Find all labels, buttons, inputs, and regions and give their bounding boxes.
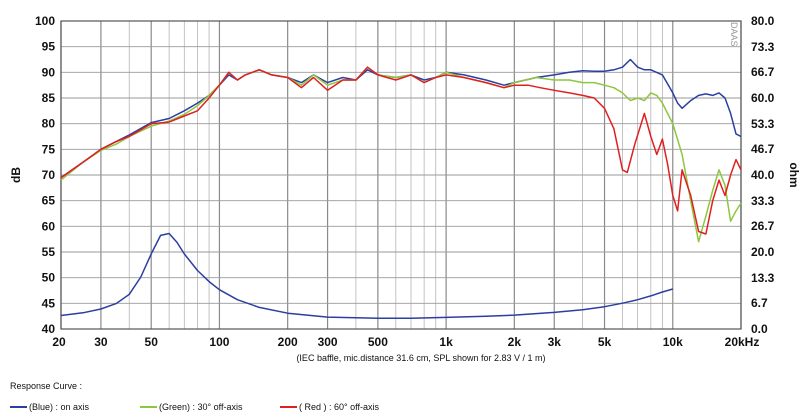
x-tick-label: 3k xyxy=(548,335,562,349)
legend-item-red: ( Red ) : 60° off-axis xyxy=(280,402,379,412)
y-tick-label-left: 45 xyxy=(42,296,56,310)
series-line-impedance xyxy=(60,232,674,319)
y-tick-label-left: 95 xyxy=(42,40,56,54)
x-tick-label: 2k xyxy=(508,335,522,349)
x-tick-label: 500 xyxy=(368,335,388,349)
y-tick-label-left: 40 xyxy=(42,322,56,336)
y-tick-label-right: 26.7 xyxy=(751,219,775,233)
x-tick-label: 100 xyxy=(209,335,229,349)
legend-title: Response Curve : xyxy=(10,381,83,391)
y-tick-label-left: 55 xyxy=(42,245,56,259)
frequency-response-chart: 100 95 90 85 80 75 70 65 60 55 50 45 40 80.0 73.3 66.7 6… xyxy=(9,14,800,363)
y-axis-label-left: dB xyxy=(9,167,23,183)
legend-label-blue: (Blue) : on axis xyxy=(29,402,90,412)
y-tick-label-right: 60.0 xyxy=(751,91,775,105)
x-tick-label: 5k xyxy=(598,335,612,349)
y-tick-label-left: 60 xyxy=(42,219,56,233)
legend-swatch-blue xyxy=(10,406,27,408)
y-tick-label-right: 6.7 xyxy=(751,296,768,310)
x-tick-label: 300 xyxy=(318,335,338,349)
x-tick-label: 50 xyxy=(145,335,159,349)
chart-caption: (IEC baffle, mic.distance 31.6 cm, SPL s… xyxy=(296,353,545,363)
legend-swatch-red xyxy=(280,406,297,408)
y-tick-label-left: 65 xyxy=(42,194,56,208)
legend-swatch-green xyxy=(140,406,157,408)
y-tick-label-right: 0.0 xyxy=(751,322,768,336)
series-line-red xyxy=(60,66,742,235)
series-line-green xyxy=(60,66,742,243)
y-tick-label-left: 80 xyxy=(42,117,56,131)
legend-item-blue: (Blue) : on axis xyxy=(10,402,89,412)
chart-curves xyxy=(60,58,742,319)
x-tick-label: 20 xyxy=(52,335,66,349)
legend-label-red: ( Red ) : 60° off-axis xyxy=(299,402,379,412)
y-tick-label-right: 33.3 xyxy=(751,194,775,208)
y-tick-label-right: 40.0 xyxy=(751,168,775,182)
legend-label-green: (Green) : 30° off-axis xyxy=(159,402,243,412)
x-tick-label: 20kHz xyxy=(725,335,760,349)
chart-watermark: DAAS xyxy=(729,22,739,47)
y-tick-label-right: 66.7 xyxy=(751,65,775,79)
y-axis-label-right: ohm xyxy=(787,162,800,187)
legend-item-green: (Green) : 30° off-axis xyxy=(140,402,242,412)
y-tick-label-right: 80.0 xyxy=(751,14,775,28)
x-tick-label: 10k xyxy=(663,335,683,349)
chart-ticks: 100 95 90 85 80 75 70 65 60 55 50 45 40 80.0 73.3 66.7 6… xyxy=(35,14,775,349)
x-tick-label: 30 xyxy=(94,335,108,349)
y-tick-label-left: 100 xyxy=(35,14,55,28)
y-tick-label-left: 85 xyxy=(42,91,56,105)
plot-frame xyxy=(60,20,742,330)
y-tick-label-left: 75 xyxy=(42,142,56,156)
y-tick-label-left: 70 xyxy=(42,168,56,182)
y-tick-label-right: 53.3 xyxy=(751,117,775,131)
y-tick-label-right: 46.7 xyxy=(751,142,775,156)
y-tick-label-left: 50 xyxy=(42,271,56,285)
legend: Response Curve : (Blue) : on axis (Green… xyxy=(0,374,800,415)
y-tick-label-left: 90 xyxy=(42,65,56,79)
y-tick-label-right: 13.3 xyxy=(751,271,775,285)
x-tick-label: 200 xyxy=(278,335,298,349)
y-tick-label-right: 73.3 xyxy=(751,40,775,54)
x-tick-label: 1k xyxy=(439,335,453,349)
y-tick-label-right: 20.0 xyxy=(751,245,775,259)
